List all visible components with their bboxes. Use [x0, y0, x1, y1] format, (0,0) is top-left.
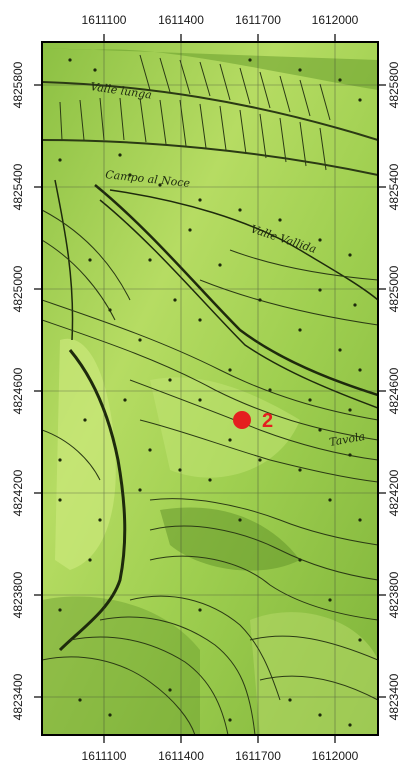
x-tick-label-top: 1612000	[312, 13, 359, 27]
x-tick-label-bottom: 1611700	[235, 749, 281, 763]
x-tick-label-bottom: 1611100	[82, 749, 127, 763]
y-tick-label-right: 4825400	[387, 163, 401, 210]
y-tick-label-left: 4823800	[11, 571, 25, 618]
y-tick-label-left: 4825000	[11, 265, 25, 312]
place-label: Tavola	[328, 430, 366, 449]
x-tick-label-top: 1611700	[235, 13, 281, 27]
y-tick-label-left: 4824600	[11, 367, 25, 414]
x-tick-label-bottom: 1611400	[158, 749, 204, 763]
y-tick-label-left: 4823400	[11, 673, 25, 720]
y-tick-label-right: 4825800	[387, 61, 401, 108]
map-area: Valle lunga Campo al Noce Valle Vallida …	[42, 42, 378, 735]
x-tick-label-top: 1611100	[82, 13, 127, 27]
y-tick-label-right: 4824600	[387, 367, 401, 414]
y-tick-label-left: 4825800	[11, 61, 25, 108]
x-tick-label-bottom: 1612000	[312, 749, 359, 763]
y-tick-label-right: 4823400	[387, 673, 401, 720]
y-tick-label-right: 4824200	[387, 469, 401, 516]
tick-marks	[34, 34, 386, 743]
x-tick-label-top: 1611400	[158, 13, 204, 27]
sample-point-marker	[233, 411, 251, 429]
sample-point-label: 2	[262, 410, 273, 432]
y-tick-label-left: 4824200	[11, 469, 25, 516]
map-frame	[41, 41, 379, 736]
y-tick-label-left: 4825400	[11, 163, 25, 210]
y-tick-label-right: 4823800	[387, 571, 401, 618]
y-tick-label-right: 4825000	[387, 265, 401, 312]
